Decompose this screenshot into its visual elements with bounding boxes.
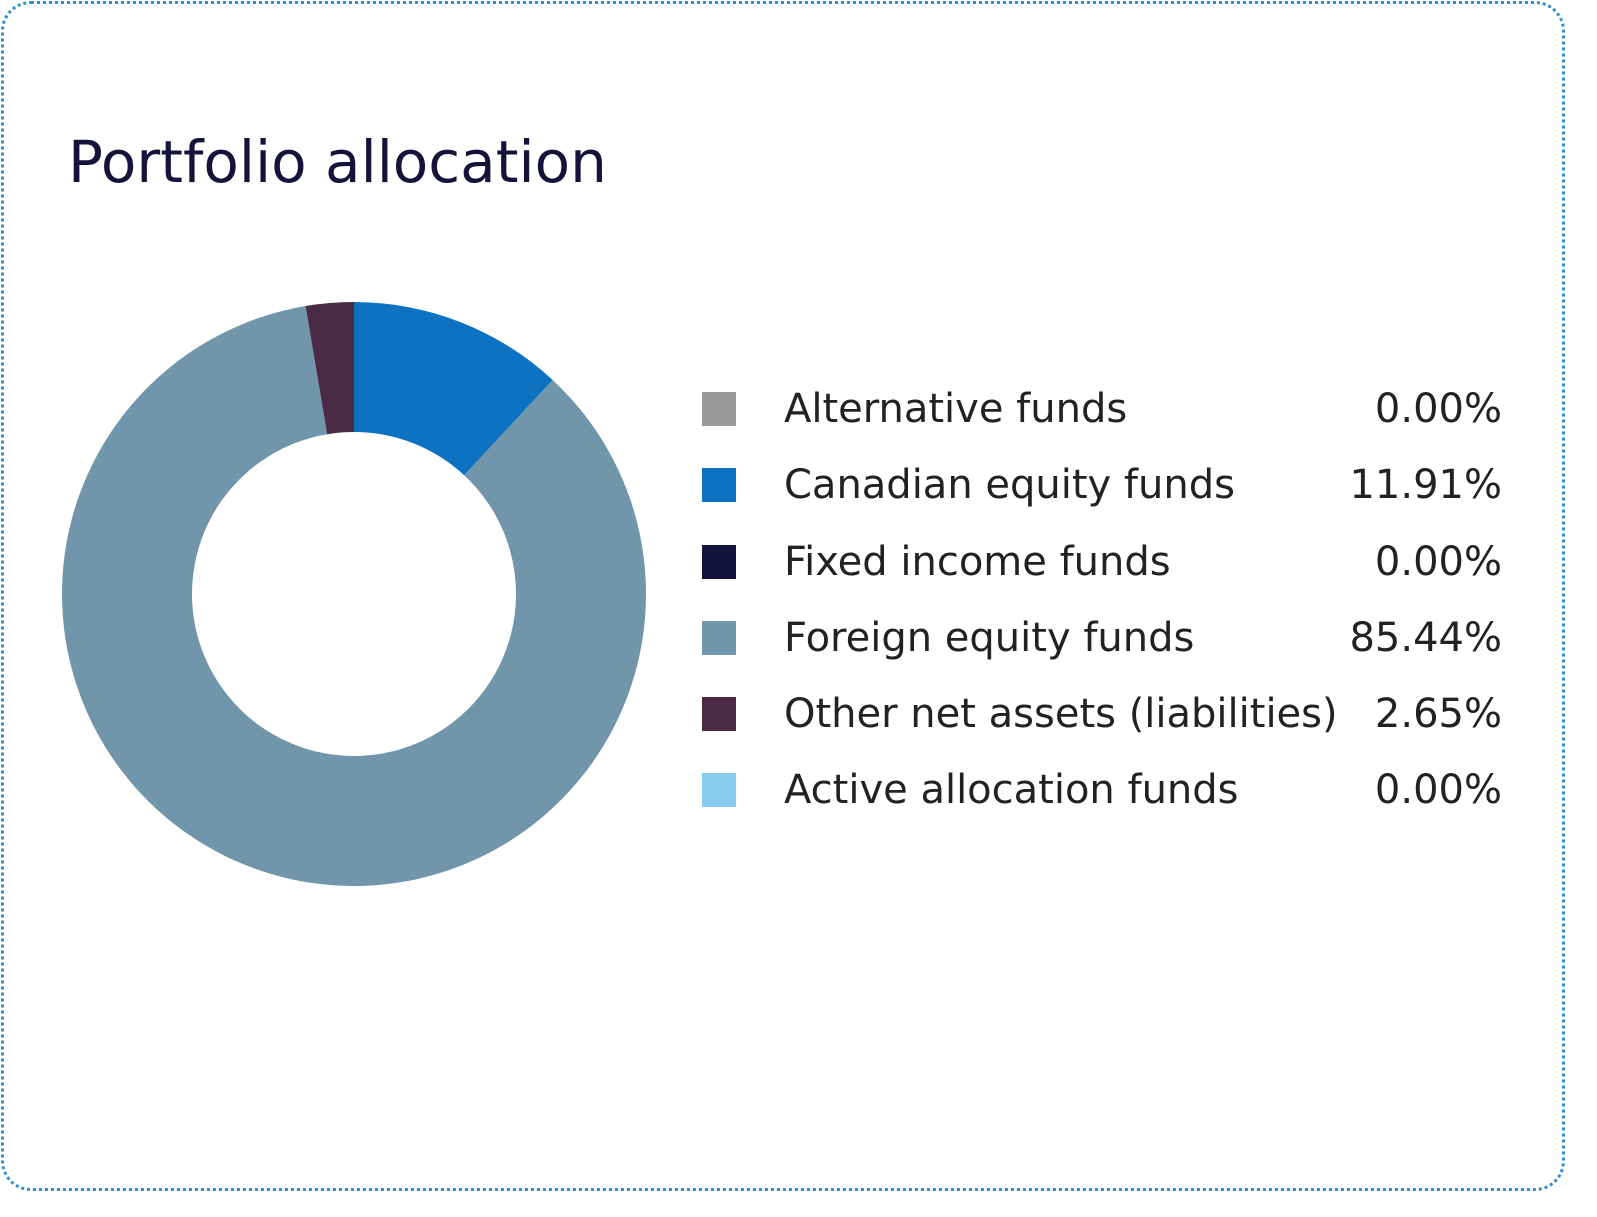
legend-value: 11.91% [1349, 462, 1502, 509]
legend-label: Other net assets (liabilities) [784, 691, 1338, 738]
legend-item-active-allocation-funds: Active allocation funds 0.00% [702, 752, 1502, 828]
legend-label: Canadian equity funds [784, 462, 1235, 509]
legend-item-canadian-equity-funds: Canadian equity funds 11.91% [702, 447, 1502, 523]
legend-label: Active allocation funds [784, 767, 1239, 814]
legend-swatch [702, 392, 736, 426]
slice-foreign-equity-funds [61, 306, 646, 886]
slice-other-net-assets-liabilities [305, 302, 354, 435]
legend-value: 2.65% [1374, 691, 1502, 738]
donut-chart [61, 302, 646, 886]
portfolio-allocation-card: Portfolio allocation Alternative funds 0.… [1, 1, 1565, 1191]
legend-label: Alternative funds [784, 386, 1128, 432]
chart-legend: Alternative funds 0.00% Canadian equity fu… [702, 371, 1502, 829]
legend-item-other-net-assets-liabilities: Other net assets (liabilities) 2.65% [702, 676, 1502, 752]
legend-swatch [702, 544, 736, 579]
legend-item-alternative-funds: Alternative funds 0.00% [702, 371, 1502, 447]
legend-item-fixed-income-funds: Fixed income funds 0.00% [702, 524, 1502, 600]
legend-swatch [702, 697, 736, 732]
chart-title: Portfolio allocation [68, 128, 607, 196]
legend-value: 85.44% [1349, 614, 1502, 661]
legend-item-foreign-equity-funds: Foreign equity funds 85.44% [702, 600, 1502, 676]
slice-canadian-equity-funds [354, 302, 553, 476]
legend-value: 0.00% [1374, 386, 1502, 432]
legend-swatch [702, 620, 736, 655]
legend-value: 0.00% [1374, 767, 1502, 814]
legend-value: 0.00% [1374, 538, 1502, 585]
legend-swatch [702, 773, 736, 808]
legend-label: Foreign equity funds [784, 614, 1195, 661]
legend-swatch [702, 468, 736, 503]
legend-label: Fixed income funds [784, 538, 1171, 585]
